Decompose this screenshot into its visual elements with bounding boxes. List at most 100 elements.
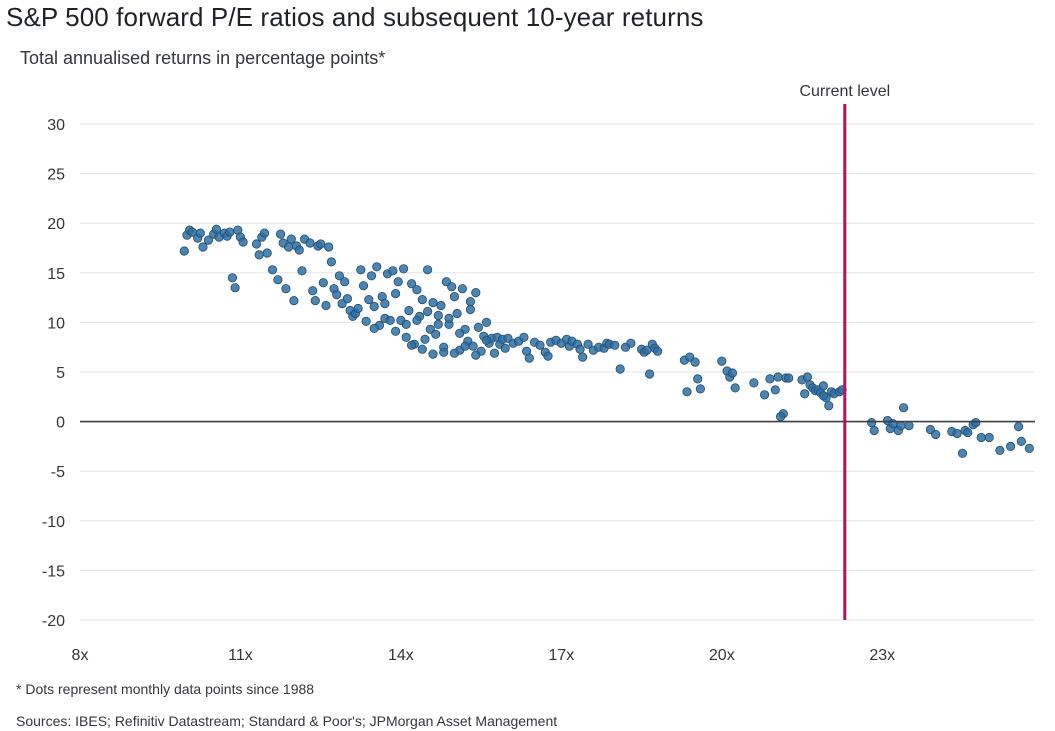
- data-point: [281, 284, 291, 294]
- data-point: [818, 381, 829, 391]
- data-point: [286, 234, 296, 244]
- data-point: [393, 277, 403, 287]
- x-tick-label: 14x: [388, 647, 414, 664]
- data-point: [457, 284, 467, 294]
- data-point: [262, 248, 272, 258]
- data-point: [465, 304, 475, 315]
- data-point: [431, 329, 441, 339]
- data-point: [353, 303, 363, 314]
- data-point: [800, 389, 810, 399]
- y-tick-label: -20: [42, 613, 65, 630]
- data-point: [422, 306, 433, 317]
- data-point: [398, 264, 409, 274]
- data-point: [898, 403, 909, 413]
- data-point: [259, 228, 270, 238]
- data-point: [749, 378, 759, 388]
- x-tick-label: 8x: [72, 647, 89, 664]
- data-point: [230, 283, 240, 293]
- data-point: [730, 383, 740, 393]
- data-point: [615, 364, 625, 374]
- data-point: [321, 300, 331, 311]
- data-point: [481, 317, 492, 327]
- data-point: [433, 319, 443, 329]
- data-point: [610, 340, 620, 350]
- data-point: [575, 344, 585, 354]
- y-tick-label: -15: [42, 563, 65, 580]
- data-point: [904, 420, 914, 431]
- data-point: [717, 356, 727, 366]
- data-point: [283, 242, 294, 252]
- x-tick-label: 17x: [548, 647, 574, 664]
- x-tick-label: 11x: [228, 647, 253, 664]
- data-point: [273, 275, 283, 285]
- data-point: [1005, 441, 1016, 451]
- data-point: [471, 287, 481, 298]
- data-point: [963, 427, 973, 438]
- data-point: [227, 273, 237, 283]
- data-point: [583, 339, 593, 349]
- x-tick-label: 23x: [869, 647, 895, 664]
- data-point: [995, 445, 1005, 455]
- data-point: [297, 266, 307, 276]
- x-tick-label: 20x: [709, 647, 735, 664]
- data-point: [447, 282, 457, 292]
- data-point: [888, 418, 898, 429]
- y-tick-label: 30: [47, 117, 65, 134]
- data-point: [452, 308, 462, 319]
- data-point: [251, 239, 262, 249]
- data-point: [1024, 443, 1034, 453]
- data-point: [406, 340, 417, 350]
- chart-sources: Sources: IBES; Refinitiv Datastream; Sta…: [16, 713, 558, 729]
- data-point: [211, 224, 221, 234]
- data-point: [275, 229, 286, 239]
- data-point: [971, 417, 981, 428]
- data-point: [460, 341, 470, 351]
- data-point: [417, 344, 427, 354]
- data-point: [372, 262, 382, 272]
- data-point: [401, 332, 411, 342]
- data-point: [869, 425, 879, 436]
- data-point: [626, 338, 636, 348]
- data-point: [773, 372, 783, 382]
- data-point: [439, 347, 449, 357]
- data-point: [412, 285, 422, 295]
- data-point: [481, 335, 492, 345]
- data-point: [428, 297, 438, 308]
- data-point: [318, 278, 328, 288]
- data-point: [1016, 436, 1026, 446]
- data-point: [693, 374, 703, 384]
- chart-subtitle: Total annualised returns in percentage p…: [20, 48, 386, 68]
- data-point: [770, 385, 780, 395]
- data-point: [267, 265, 278, 275]
- data-point: [380, 298, 390, 309]
- data-point: [866, 417, 877, 428]
- data-point: [957, 448, 968, 458]
- data-point: [444, 313, 454, 323]
- data-point: [179, 246, 189, 256]
- data-point: [310, 295, 320, 306]
- data-point: [759, 390, 770, 400]
- data-point: [976, 432, 986, 443]
- data-point: [254, 250, 264, 260]
- y-tick-label: 25: [47, 167, 65, 184]
- data-point: [369, 323, 379, 333]
- data-point: [952, 428, 962, 439]
- y-tick-label: 10: [47, 315, 65, 332]
- data-point: [340, 277, 350, 287]
- data-point: [342, 293, 352, 304]
- data-point: [385, 315, 395, 325]
- data-point: [412, 315, 422, 325]
- data-point: [203, 235, 213, 245]
- data-point: [896, 420, 906, 431]
- data-point: [543, 351, 553, 361]
- data-point: [784, 373, 794, 383]
- data-point: [401, 319, 411, 329]
- data-point: [289, 295, 299, 306]
- data-point: [695, 384, 706, 394]
- data-point: [305, 238, 315, 248]
- data-point: [436, 300, 446, 311]
- data-point: [356, 265, 366, 275]
- current-level-label: Current level: [799, 83, 890, 100]
- y-tick-label: -5: [51, 464, 65, 481]
- data-point: [449, 291, 459, 302]
